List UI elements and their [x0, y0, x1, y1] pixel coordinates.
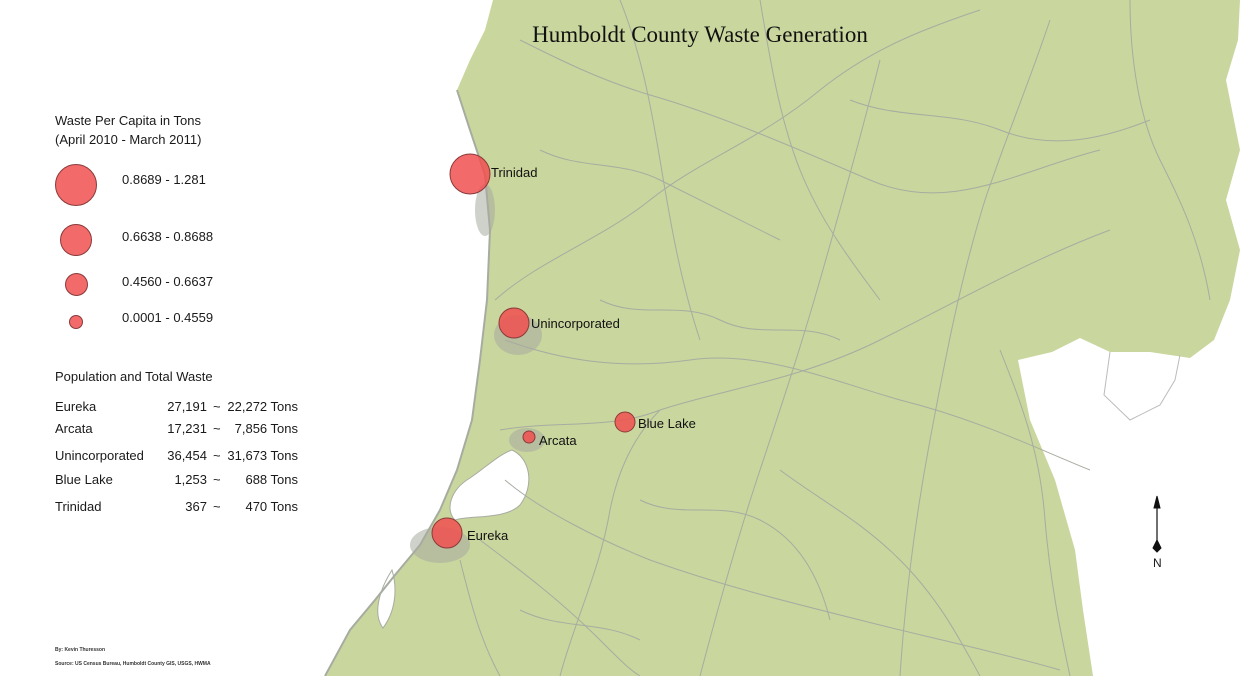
- table-row: Arcata 17,231 ~ 7,856 Tons: [55, 421, 315, 439]
- credits-source: Source: US Census Bureau, Humboldt Count…: [55, 661, 211, 667]
- row-waste: 688 Tons: [245, 472, 298, 487]
- table-row: Blue Lake 1,253 ~ 688 Tons: [55, 472, 315, 490]
- row-separator: ~: [213, 499, 221, 514]
- row-name: Unincorporated: [55, 448, 144, 463]
- place-label-blue-lake: Blue Lake: [638, 416, 696, 431]
- table-row: Unincorporated 36,454 ~ 31,673 Tons: [55, 448, 315, 466]
- legend-symbol-class1: [55, 164, 97, 206]
- row-name: Trinidad: [55, 499, 102, 514]
- north-arrow-icon: [1152, 495, 1162, 553]
- symbol-unincorporated[interactable]: [498, 307, 530, 339]
- legend-label-class4: 0.0001 - 0.4559: [122, 310, 214, 325]
- symbol-arcata[interactable]: [522, 430, 536, 444]
- legend-symbol-class4: [69, 315, 83, 329]
- row-separator: ~: [213, 472, 221, 487]
- legend-label-class2: 0.6638 - 0.8688: [122, 229, 214, 244]
- row-name: Eureka: [55, 399, 97, 414]
- row-population: 367: [185, 499, 207, 514]
- legend-symbol-class3: [65, 273, 88, 296]
- legend-symbol-class2: [60, 224, 92, 256]
- south-bay: [377, 568, 396, 629]
- county-land: [325, 0, 1240, 676]
- place-symbols: [431, 153, 636, 549]
- row-name: Arcata: [55, 421, 93, 436]
- place-label-eureka: Eureka: [467, 528, 509, 543]
- row-population: 27,191: [167, 399, 207, 414]
- place-label-trinidad: Trinidad: [491, 165, 538, 180]
- row-waste: 7,856 Tons: [234, 421, 298, 436]
- population-table-title: Population and Total Waste: [55, 369, 213, 384]
- row-population: 1,253: [174, 472, 207, 487]
- symbol-blue-lake[interactable]: [614, 411, 636, 433]
- place-label-arcata: Arcata: [539, 433, 577, 448]
- legend-label-class3: 0.4560 - 0.6637: [122, 274, 214, 289]
- row-separator: ~: [213, 399, 221, 414]
- row-population: 17,231: [167, 421, 207, 436]
- county-boundary-east: [1103, 351, 1181, 421]
- legend-label-class1: 0.8689 - 1.281: [122, 172, 206, 187]
- row-waste: 31,673 Tons: [227, 448, 298, 463]
- row-population: 36,454: [167, 448, 207, 463]
- row-separator: ~: [213, 448, 221, 463]
- symbol-trinidad[interactable]: [449, 153, 491, 195]
- north-label: N: [1153, 556, 1162, 570]
- legend-title: Waste Per Capita in Tons (April 2010 - M…: [55, 111, 201, 149]
- legend-title-line2: (April 2010 - March 2011): [55, 132, 202, 147]
- credits-author: By: Kevin Thuresson: [55, 647, 106, 653]
- place-label-unincorporated: Unincorporated: [531, 316, 620, 331]
- map-title: Humboldt County Waste Generation: [532, 22, 868, 47]
- table-row: Eureka 27,191 ~ 22,272 Tons: [55, 399, 315, 417]
- road-network: [459, 0, 1211, 676]
- table-row: Trinidad 367 ~ 470 Tons: [55, 499, 315, 517]
- row-separator: ~: [213, 421, 221, 436]
- row-waste: 22,272 Tons: [227, 399, 298, 414]
- legend-title-line1: Waste Per Capita in Tons: [55, 113, 201, 128]
- row-waste: 470 Tons: [245, 499, 298, 514]
- row-name: Blue Lake: [55, 472, 113, 487]
- symbol-eureka[interactable]: [431, 517, 463, 549]
